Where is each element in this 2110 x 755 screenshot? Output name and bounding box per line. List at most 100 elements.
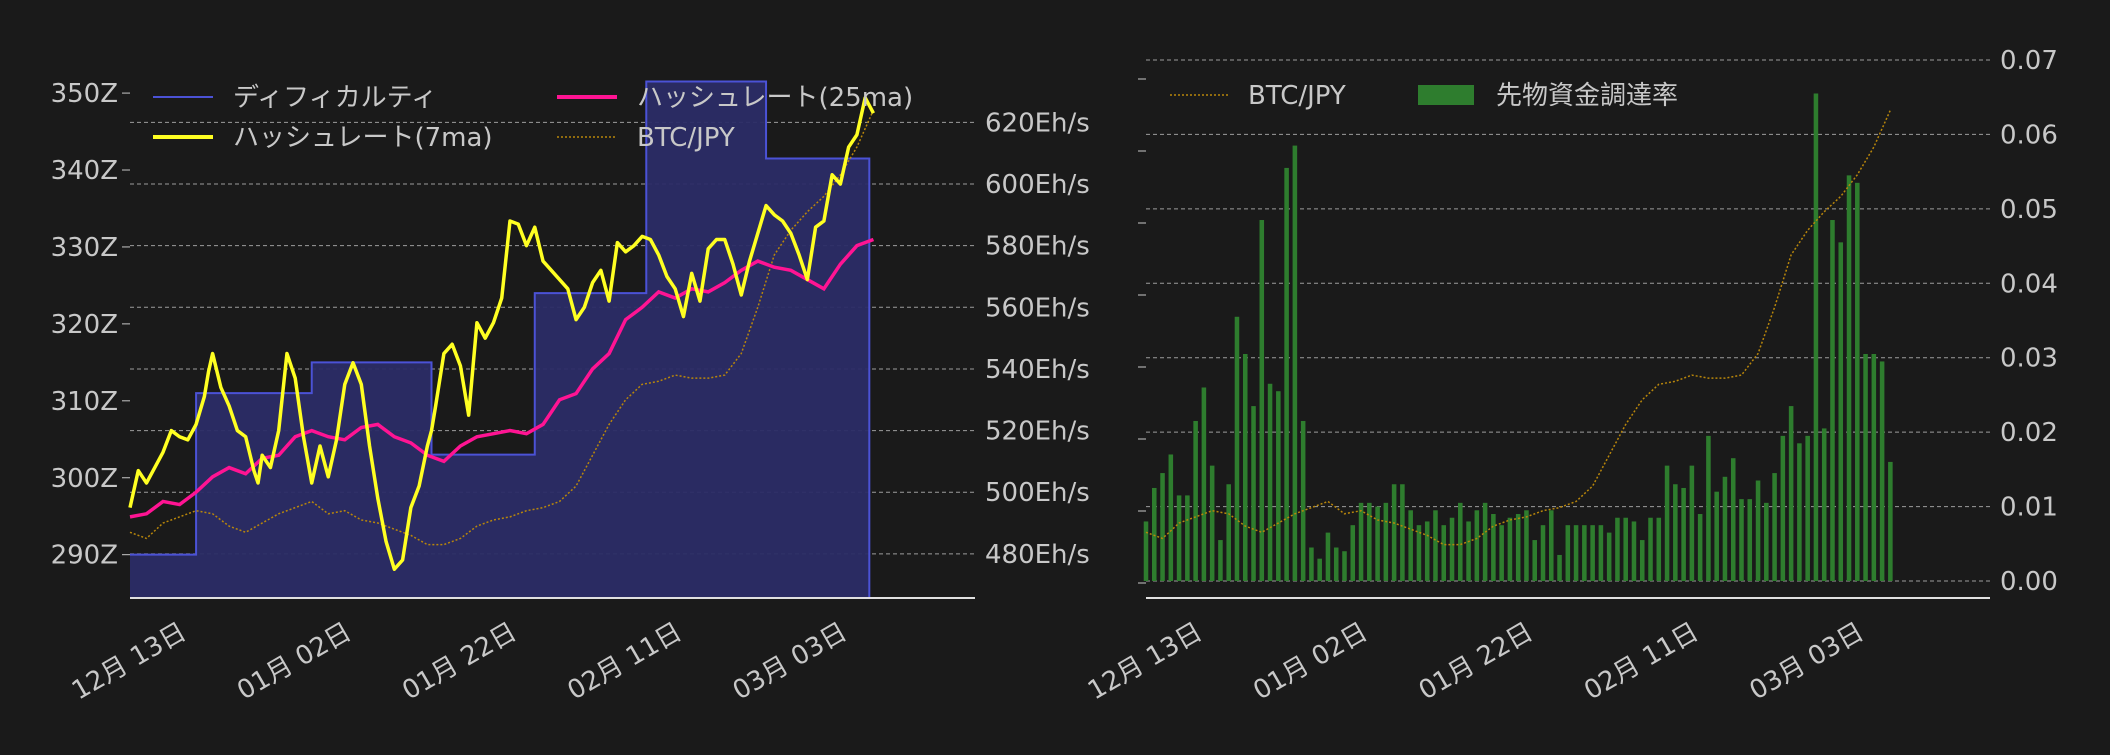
funding-rate-bar (1606, 532, 1612, 581)
funding-rate-bar (1383, 502, 1389, 581)
funding-rate-bar (1367, 502, 1372, 581)
y-right-tick-label: 580Eh/s (985, 232, 1090, 262)
y-right-tick-label: 620Eh/s (985, 108, 1090, 138)
legend-label-h7: ハッシュレート(7ma) (233, 123, 493, 153)
funding-rate-bar (1276, 391, 1281, 581)
funding-rate-bar (1474, 510, 1480, 581)
funding-rate-bar (1284, 167, 1289, 581)
y-right-tick-label: 0.07 (2000, 46, 2058, 76)
funding-rate-bar (1309, 547, 1314, 581)
funding-rate-bar (1342, 551, 1347, 581)
x-tick-label: 02月 11日 (1579, 617, 1703, 706)
funding-rate-bar (1573, 525, 1579, 581)
y-left-tick-label: 290Z (51, 541, 118, 571)
funding-rate-bar (1590, 525, 1595, 581)
funding-rate-bar (1863, 353, 1868, 581)
funding-rate-bar (1615, 517, 1620, 581)
funding-rate-bar (1689, 465, 1695, 581)
funding-rate-bar (1317, 558, 1322, 581)
funding-rate-bar (1333, 547, 1339, 581)
y-left-tick-label: 310Z (51, 387, 118, 417)
funding-rate-bar (1656, 517, 1662, 581)
funding-rate-bar (1176, 495, 1182, 581)
x-tick-label: 03月 03日 (1745, 617, 1869, 706)
y-right-tick-label: 500Eh/s (985, 478, 1090, 508)
legend-label-btc: BTC/JPY (1248, 81, 1346, 111)
funding-rate-bar (1160, 473, 1165, 581)
funding-rate-bar (1764, 502, 1769, 581)
funding-rate-bar (1466, 521, 1471, 581)
funding-rate-bar (1267, 383, 1273, 581)
funding-rate-bar (1251, 406, 1256, 581)
hashrate-difficulty-chart: 480Eh/s 500Eh/s 520Eh/s 540Eh/s 560Eh/s 580Eh… (51, 79, 1090, 706)
legend-label-btc: BTC/JPY (637, 123, 735, 153)
funding-rate-bar (1499, 525, 1504, 581)
btc-jpy-line (129, 109, 875, 546)
funding-rate-bar (1193, 420, 1198, 581)
funding-rate-bar (1697, 514, 1703, 581)
x-tick-label: 12月 13日 (67, 617, 191, 706)
funding-rate-bar (1242, 353, 1248, 581)
y-right-tick-label: 0.02 (2000, 418, 2058, 448)
funding-rate-bar (1375, 506, 1380, 581)
funding-rate-bar (1598, 525, 1604, 581)
funding-rate-bar (1714, 491, 1719, 581)
funding-rate-bar (1888, 461, 1893, 581)
funding-rate-bar (1416, 525, 1422, 581)
funding-rate-bar (1730, 458, 1736, 581)
funding-rate-bar (1755, 480, 1761, 581)
funding-rate-bar (1482, 502, 1488, 581)
funding-rate-bar (1441, 525, 1447, 581)
funding-rate-bar (1846, 175, 1852, 581)
hashrate-7ma-line (128, 95, 875, 572)
funding-rate-chart: 0.00 0.01 0.02 0.03 0.04 0.05 0.06 0.07 12月 13日 0… (1083, 46, 2058, 706)
funding-rate-bar (1821, 428, 1827, 581)
funding-rate-bar (1681, 487, 1686, 581)
y-right-tick-label: 540Eh/s (985, 355, 1090, 385)
y-left-tick-label: 350Z (51, 79, 118, 109)
y-right-tick-label: 520Eh/s (985, 417, 1090, 447)
funding-rate-bar (1797, 443, 1802, 581)
legend-swatch-funding (1418, 85, 1474, 105)
y-right-tick-label: 0.01 (2000, 493, 2058, 523)
funding-rate-bar (1185, 495, 1190, 581)
funding-rate-bar (1631, 521, 1637, 581)
funding-rate-bar (1747, 499, 1753, 581)
funding-rate-bar (1325, 532, 1331, 581)
y-left-tick-label: 320Z (51, 310, 118, 340)
funding-rate-bar (1532, 540, 1538, 581)
y-left-tick-label: 300Z (51, 464, 118, 494)
funding-rate-bar (1391, 484, 1397, 581)
y-right-tick-label: 0.04 (2000, 269, 2058, 299)
funding-rate-bar (1855, 182, 1860, 582)
y-left-tick-label: 330Z (51, 233, 118, 263)
funding-rate-bar (1788, 406, 1794, 581)
funding-rate-bar (1582, 525, 1587, 581)
funding-rate-bar (1234, 316, 1240, 581)
funding-rate-bar (1524, 510, 1529, 581)
funding-rate-bar (1540, 525, 1546, 581)
funding-rate-bar (1350, 525, 1356, 581)
funding-rate-bar (1400, 484, 1405, 581)
funding-rate-bar (1226, 484, 1231, 581)
funding-rate-bar (1209, 465, 1215, 581)
funding-rate-bar (1772, 473, 1777, 581)
funding-rate-bar (1218, 540, 1223, 581)
funding-rate-bar (1639, 540, 1645, 581)
funding-rate-bar (1491, 514, 1496, 581)
funding-rate-bar (1259, 220, 1265, 581)
funding-rate-bar (1424, 521, 1430, 581)
funding-rate-bar (1565, 525, 1571, 581)
funding-rate-bar (1664, 465, 1670, 581)
btc-jpy-line (1145, 109, 1892, 546)
y-right-tick-label: 480Eh/s (985, 540, 1090, 570)
funding-rate-bar (1813, 93, 1819, 581)
funding-rate-bar (1449, 517, 1455, 581)
funding-rate-bar (1151, 487, 1157, 581)
funding-rate-bar (1739, 499, 1744, 581)
funding-rate-bar (1648, 517, 1653, 581)
funding-rate-bar (1300, 420, 1306, 581)
difficulty-line (130, 80, 871, 597)
